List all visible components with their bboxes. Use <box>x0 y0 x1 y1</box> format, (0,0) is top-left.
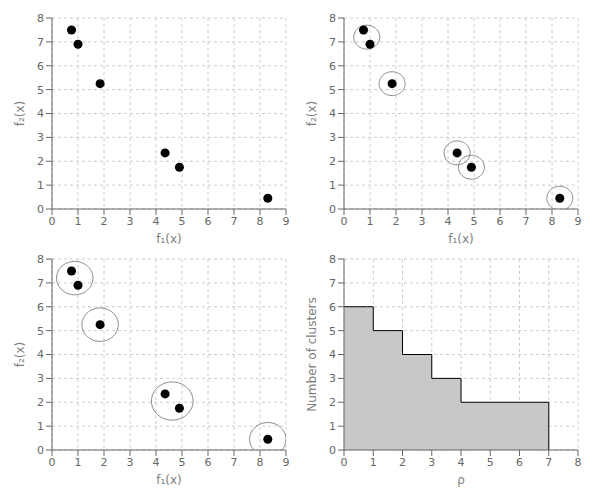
svg-text:0: 0 <box>37 444 44 457</box>
svg-text:8: 8 <box>329 253 336 266</box>
svg-text:1: 1 <box>75 215 82 228</box>
svg-text:4: 4 <box>153 456 160 469</box>
svg-text:4: 4 <box>458 456 465 469</box>
svg-text:6: 6 <box>205 456 212 469</box>
svg-text:8: 8 <box>549 215 556 228</box>
svg-text:f₁(x): f₁(x) <box>156 232 182 246</box>
svg-text:2: 2 <box>101 215 108 228</box>
svg-text:f₂(x): f₂(x) <box>305 101 319 127</box>
svg-text:9: 9 <box>575 215 582 228</box>
svg-text:5: 5 <box>329 325 336 338</box>
svg-text:6: 6 <box>205 215 212 228</box>
svg-text:1: 1 <box>37 420 44 433</box>
svg-text:8: 8 <box>257 456 264 469</box>
svg-text:5: 5 <box>487 456 494 469</box>
svg-text:5: 5 <box>329 84 336 97</box>
svg-text:6: 6 <box>37 60 44 73</box>
svg-text:4: 4 <box>37 107 44 120</box>
svg-text:4: 4 <box>445 215 452 228</box>
svg-text:8: 8 <box>329 12 336 25</box>
svg-text:1: 1 <box>329 179 336 192</box>
svg-text:0: 0 <box>37 203 44 216</box>
svg-text:3: 3 <box>37 131 44 144</box>
svg-text:4: 4 <box>37 348 44 361</box>
svg-text:f₁(x): f₁(x) <box>156 473 182 487</box>
svg-text:f₂(x): f₂(x) <box>13 101 27 127</box>
svg-text:3: 3 <box>419 215 426 228</box>
svg-text:9: 9 <box>283 456 290 469</box>
svg-text:1: 1 <box>329 420 336 433</box>
svg-text:Number of clusters: Number of clusters <box>305 297 319 411</box>
svg-text:0: 0 <box>329 203 336 216</box>
svg-text:2: 2 <box>399 456 406 469</box>
svg-text:5: 5 <box>179 456 186 469</box>
svg-text:7: 7 <box>329 277 336 290</box>
svg-text:0: 0 <box>341 456 348 469</box>
svg-text:7: 7 <box>329 36 336 49</box>
svg-text:7: 7 <box>37 36 44 49</box>
svg-text:4: 4 <box>329 107 336 120</box>
svg-text:1: 1 <box>370 456 377 469</box>
svg-text:0: 0 <box>49 456 56 469</box>
svg-text:2: 2 <box>329 396 336 409</box>
svg-text:0: 0 <box>49 215 56 228</box>
svg-text:6: 6 <box>516 456 523 469</box>
svg-text:0: 0 <box>329 444 336 457</box>
svg-text:2: 2 <box>393 215 400 228</box>
svg-text:6: 6 <box>329 301 336 314</box>
svg-text:8: 8 <box>37 12 44 25</box>
svg-text:f₁(x): f₁(x) <box>448 232 474 246</box>
svg-text:1: 1 <box>367 215 374 228</box>
svg-text:8: 8 <box>575 456 582 469</box>
svg-text:2: 2 <box>37 396 44 409</box>
svg-text:7: 7 <box>37 277 44 290</box>
svg-text:6: 6 <box>37 301 44 314</box>
svg-text:3: 3 <box>329 131 336 144</box>
svg-text:2: 2 <box>101 456 108 469</box>
svg-text:5: 5 <box>471 215 478 228</box>
svg-text:3: 3 <box>329 372 336 385</box>
svg-text:3: 3 <box>428 456 435 469</box>
svg-text:2: 2 <box>329 155 336 168</box>
svg-text:6: 6 <box>497 215 504 228</box>
svg-text:f₂(x): f₂(x) <box>13 342 27 368</box>
svg-text:9: 9 <box>283 215 290 228</box>
svg-text:8: 8 <box>257 215 264 228</box>
svg-text:1: 1 <box>75 456 82 469</box>
svg-text:3: 3 <box>127 456 134 469</box>
svg-text:7: 7 <box>231 215 238 228</box>
svg-text:3: 3 <box>37 372 44 385</box>
svg-text:0: 0 <box>341 215 348 228</box>
svg-text:8: 8 <box>37 253 44 266</box>
svg-text:7: 7 <box>545 456 552 469</box>
svg-text:4: 4 <box>153 215 160 228</box>
svg-text:ρ: ρ <box>457 473 465 487</box>
svg-text:5: 5 <box>179 215 186 228</box>
svg-text:6: 6 <box>329 60 336 73</box>
svg-text:3: 3 <box>127 215 134 228</box>
svg-text:2: 2 <box>37 155 44 168</box>
svg-text:4: 4 <box>329 348 336 361</box>
svg-text:7: 7 <box>231 456 238 469</box>
svg-text:5: 5 <box>37 325 44 338</box>
svg-text:1: 1 <box>37 179 44 192</box>
svg-text:7: 7 <box>523 215 530 228</box>
svg-text:5: 5 <box>37 84 44 97</box>
